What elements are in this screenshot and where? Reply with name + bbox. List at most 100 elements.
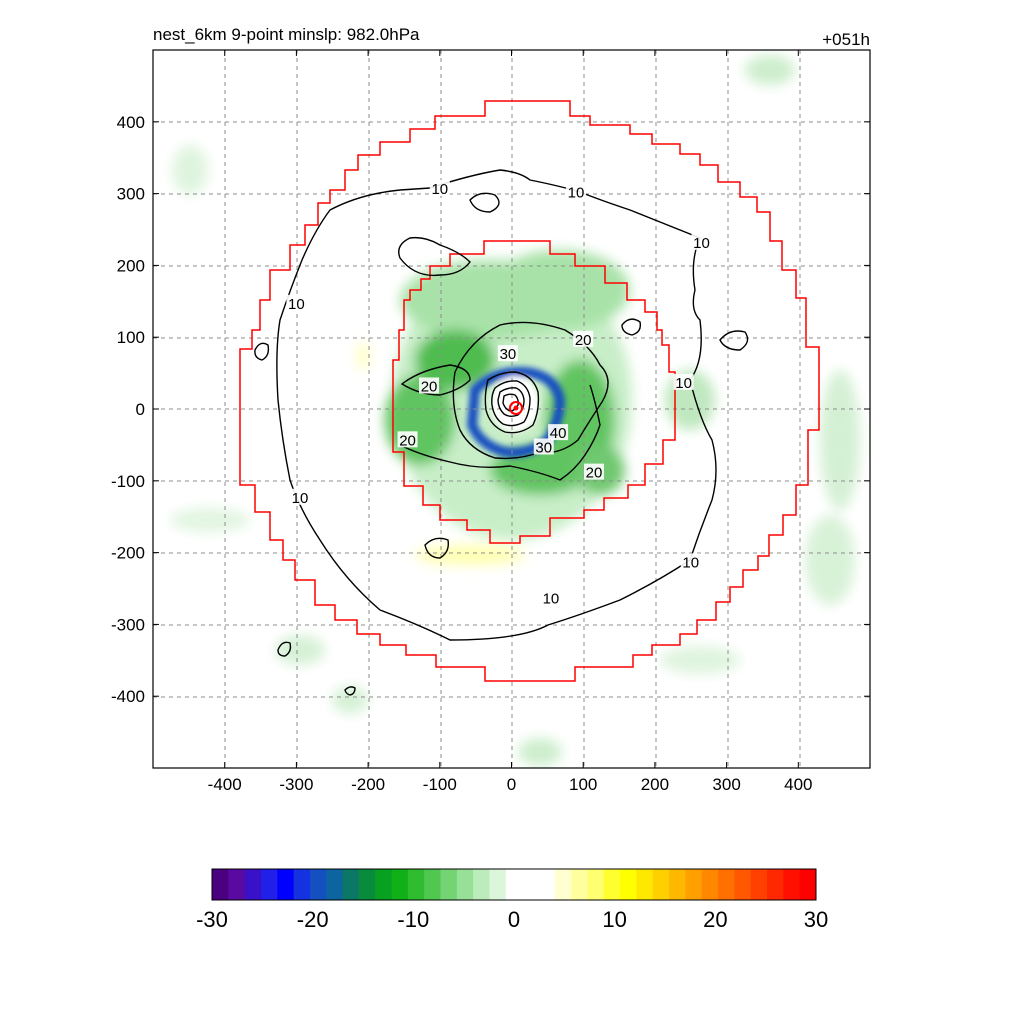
colorbar-swatch [440, 869, 458, 900]
x-tick-label: 300 [712, 775, 740, 794]
nest-boundaries [239, 100, 820, 682]
contour-label-bg [419, 377, 440, 394]
outer-nest-boundary [239, 100, 820, 682]
colorbar-swatch [652, 869, 670, 900]
x-tick-label: -400 [208, 775, 242, 794]
colorbar-swatch [750, 869, 768, 900]
y-tick-label: -300 [111, 615, 145, 634]
y-tick-label: -200 [111, 544, 145, 563]
colorbar-swatch [799, 869, 817, 900]
x-tick-label: -100 [423, 775, 457, 794]
contour-label-bg [673, 373, 694, 390]
contour-label-bg [583, 463, 604, 480]
colorbar-swatch [783, 869, 801, 900]
colorbar-swatch [228, 869, 246, 900]
contour-label-bg [566, 183, 587, 200]
colorbar-swatch [571, 869, 588, 900]
contour-label-bg [548, 424, 569, 441]
colorbar-swatch [407, 869, 425, 900]
contour-lines [254, 169, 749, 696]
colorbar-swatch [309, 869, 327, 900]
x-tick-label: 100 [569, 775, 597, 794]
colorbar-swatch [685, 869, 703, 900]
y-axis: 400 300 200 100 0 -100 -200 -300 -400 [111, 113, 870, 706]
x-tick-label: -200 [351, 775, 385, 794]
y-tick-label: 300 [117, 185, 145, 204]
colorbar-swatch [375, 869, 393, 900]
contour-label-bg [573, 330, 594, 347]
colorbar-swatch [358, 869, 376, 900]
colorbar-swatch [554, 869, 572, 900]
colorbar-swatch [718, 869, 735, 900]
y-tick-label: 400 [117, 113, 145, 132]
contour-label-bg [691, 233, 712, 250]
colorbar-swatch [456, 869, 474, 900]
colorbar-swatch [636, 869, 654, 900]
contour-label: 10 [675, 375, 692, 392]
colorbar-tick-label: -10 [397, 907, 429, 932]
colorbar-swatch [326, 869, 344, 900]
colorbar-swatch [538, 869, 556, 900]
colorbar-swatch [603, 869, 621, 900]
contour-label: 20 [399, 432, 416, 449]
forecast-hour-label: +051h [822, 30, 870, 49]
colorbar-tick-label: 10 [602, 907, 626, 932]
colorbar-swatch [587, 869, 605, 900]
contour-label: 10 [431, 181, 448, 198]
x-tick-label: 0 [507, 775, 516, 794]
colorbar-swatch [734, 869, 752, 900]
colorbar-tick-label: 30 [804, 907, 828, 932]
colorbar-tick-label: 20 [703, 907, 727, 932]
contour-label: 20 [586, 465, 603, 482]
colorbar-tick-label: -20 [297, 907, 329, 932]
x-tick-label: 200 [641, 775, 669, 794]
colorbar-swatch [701, 869, 719, 900]
contour-label-bg [540, 589, 561, 606]
x-tick-label: 400 [784, 775, 812, 794]
colorbar-swatch [212, 869, 229, 900]
chart-title: nest_6km 9-point minslp: 982.0hPa [153, 25, 420, 44]
storm-center-marker [509, 401, 523, 415]
contour-label: 30 [500, 346, 517, 363]
colorbar-tick-label: 0 [508, 907, 520, 932]
y-tick-label: 0 [136, 400, 145, 419]
colorbar-frame [211, 868, 817, 901]
contour-label: 10 [543, 590, 560, 607]
contour-label-bg [286, 294, 307, 311]
colorbar-tick-label: -30 [196, 907, 228, 932]
colorbar-swatch [342, 869, 360, 900]
contour-label: 10 [682, 554, 699, 571]
colorbar-swatch [767, 869, 784, 900]
shaded-field [170, 55, 860, 766]
contour-label: 10 [568, 185, 585, 202]
colorbar-swatch [277, 869, 295, 900]
x-axis: -400 -300 -200 -100 0 100 200 300 400 [208, 50, 812, 794]
contour-label-bg [497, 345, 518, 362]
colorbar-swatch [244, 869, 262, 900]
colorbar-swatch [293, 869, 311, 900]
colorbar-swatch [473, 869, 491, 900]
colorbar: -30 -20 -10 0 10 20 30 [196, 868, 828, 932]
x-tick-label: -300 [279, 775, 313, 794]
y-tick-label: 200 [117, 256, 145, 275]
inner-nest-boundary [392, 240, 676, 544]
contour-label: 10 [288, 296, 305, 313]
y-tick-label: -100 [111, 472, 145, 491]
contour-label-bg [429, 180, 450, 197]
contour-label: 40 [550, 425, 567, 442]
y-tick-label: -400 [111, 687, 145, 706]
contour-label: 10 [292, 490, 309, 507]
contour-label: 30 [535, 439, 552, 456]
contour-label-bg [680, 553, 701, 570]
colorbar-swatch [489, 869, 507, 900]
contour-label: 10 [693, 235, 710, 252]
colorbar-swatch [505, 869, 523, 900]
y-tick-label: 100 [117, 328, 145, 347]
contour-label-bg [289, 488, 310, 505]
colorbar-swatch [522, 869, 539, 900]
colorbar-swatch [424, 869, 442, 900]
colorbar-swatch [620, 869, 637, 900]
colorbar-swatch [391, 869, 409, 900]
